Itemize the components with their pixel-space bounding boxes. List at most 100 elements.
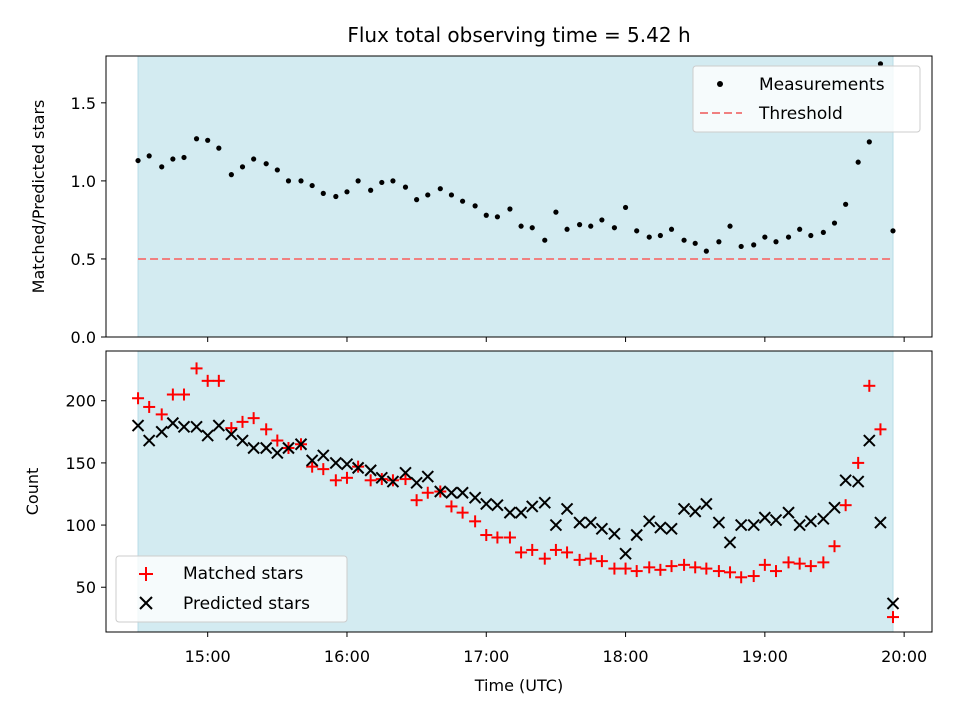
predicted-star-stroke-b <box>700 497 713 511</box>
matched-star-point <box>201 374 214 387</box>
x-tick-label-1: 16:00 <box>324 647 370 666</box>
predicted-star-point <box>549 518 563 532</box>
measurement-point <box>285 178 292 184</box>
measurement-point <box>727 223 733 229</box>
predicted-star-point <box>190 420 203 434</box>
predicted-star-point <box>874 516 887 529</box>
top-ytick-label-2: 1.0 <box>71 172 96 191</box>
matched-star-point <box>573 553 586 566</box>
measurement-point <box>855 159 861 165</box>
measurement-point <box>355 178 361 184</box>
matched-star-point <box>549 543 562 556</box>
measurement-point <box>146 153 152 159</box>
predicted-star-point <box>643 515 656 528</box>
predicted-star-stroke-b <box>526 500 539 513</box>
measurement-point <box>785 234 792 240</box>
matched-star-point <box>782 556 795 569</box>
predicted-star-point <box>630 528 643 542</box>
measurement-point <box>773 239 779 245</box>
x-axis-label: Time (UTC) <box>474 676 563 695</box>
measurement-point <box>692 240 698 246</box>
matched-stars-points <box>132 362 899 624</box>
measurement-point <box>668 226 675 232</box>
measurement-point <box>866 139 872 145</box>
predicted-star-stroke-b <box>421 470 434 483</box>
predicted-star-point <box>142 434 156 447</box>
top-x-axis-ticks <box>207 337 905 342</box>
predicted-star-stroke-b <box>839 474 852 487</box>
chart-title: Flux total observing time = 5.42 h <box>347 23 690 47</box>
predicted-star-stroke-b <box>212 419 226 432</box>
matched-star-point <box>595 555 608 568</box>
predicted-star-point <box>839 474 852 487</box>
predicted-star-stroke-b <box>886 597 900 610</box>
predicted-star-point <box>514 506 528 519</box>
predicted-star-point <box>468 491 482 504</box>
measurement-point <box>414 197 420 203</box>
measurement-point <box>425 192 431 198</box>
predicted-stars-points <box>131 416 900 610</box>
legend-marker-matched-stars <box>139 567 153 581</box>
predicted-star-stroke-b <box>654 521 667 534</box>
predicted-star-point <box>677 502 691 516</box>
predicted-star-point <box>421 470 434 483</box>
measurement-point <box>576 222 583 228</box>
predicted-star-point <box>236 434 249 447</box>
predicted-star-point <box>201 429 214 442</box>
top-ytick-label-3: 1.5 <box>71 94 96 113</box>
bottom-y-axis-ticks: 50 100 150 200 <box>65 392 106 597</box>
bottom-ytick-label-0: 50 <box>76 578 96 597</box>
predicted-star-stroke-b <box>608 527 621 540</box>
measurement-point <box>877 61 884 67</box>
measurement-point <box>368 187 374 193</box>
measurement-point <box>170 156 176 162</box>
matched-star-point <box>456 506 469 519</box>
matched-star-point <box>340 471 353 484</box>
predicted-star-stroke-b <box>225 428 238 441</box>
matched-star-point <box>724 566 737 579</box>
predicted-star-point <box>399 466 412 480</box>
measurement-point <box>599 217 605 223</box>
x-tick-label-2: 17:00 <box>463 647 509 666</box>
matched-star-point <box>689 561 702 574</box>
predicted-star-stroke-b <box>874 516 887 529</box>
measurement-point <box>808 232 814 239</box>
matched-star-point <box>828 540 841 553</box>
matched-star-point <box>804 560 817 573</box>
predicted-star-point <box>282 441 295 455</box>
matched-star-point <box>874 423 887 436</box>
measurement-point <box>472 203 478 209</box>
bottom-legend-box <box>115 555 348 623</box>
predicted-star-stroke-b <box>434 485 447 498</box>
predicted-star-point <box>747 518 760 532</box>
measurement-point <box>135 157 141 164</box>
matched-star-point <box>225 422 238 435</box>
matched-star-point <box>758 558 771 571</box>
predicted-star-point <box>503 506 517 519</box>
predicted-star-stroke-b <box>317 449 330 462</box>
predicted-star-point <box>804 515 818 528</box>
bottom-legend: Matched stars Predicted stars <box>115 555 348 623</box>
predicted-star-stroke-b <box>665 522 678 536</box>
predicted-star-point <box>828 501 841 514</box>
predicted-star-point <box>608 527 621 540</box>
matched-star-point <box>247 412 260 425</box>
matched-star-point <box>236 415 249 428</box>
matched-star-point <box>306 460 319 473</box>
predicted-star-point <box>769 513 783 527</box>
predicted-star-stroke-b <box>247 441 260 455</box>
matched-star-point <box>178 388 191 401</box>
measurement-point <box>379 179 385 186</box>
predicted-star-stroke-b <box>480 497 493 511</box>
matched-star-point <box>469 515 482 528</box>
predicted-star-stroke-b <box>259 441 273 455</box>
predicted-star-point <box>131 419 145 432</box>
matched-star-point <box>190 362 203 375</box>
measurement-point <box>228 172 234 178</box>
predicted-star-stroke-b <box>340 457 354 471</box>
measurement-point <box>437 186 443 192</box>
predicted-star-point <box>526 500 539 513</box>
predicted-star-point <box>665 522 678 536</box>
measurement-point <box>751 242 757 248</box>
